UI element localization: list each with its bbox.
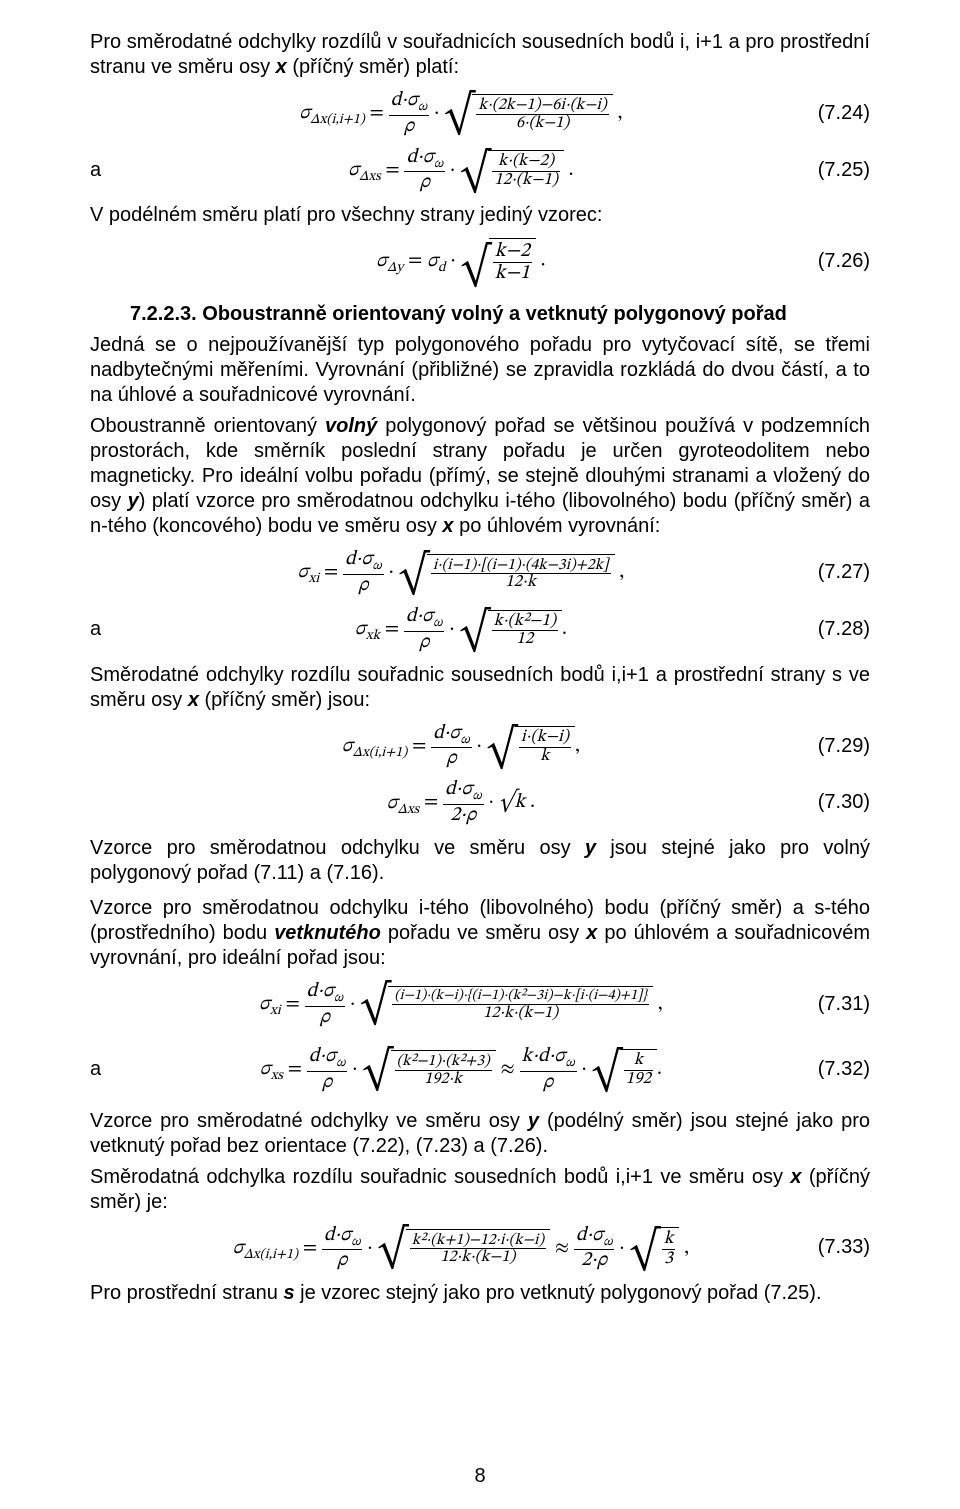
equation-7-26: σΔy = σd · √k−2k−1 . (7.26) xyxy=(90,238,870,284)
heading-7-2-2-3: 7.2.2.3. Oboustranně orientovaný volný a… xyxy=(130,302,870,327)
para-2: V podélném směru platí pro všechny stran… xyxy=(90,203,870,228)
text: (příčný směr) jsou: xyxy=(205,689,371,711)
para-3b: Oboustranně orientovaný volný polygonový… xyxy=(90,414,870,539)
equation-7-31: σxi = d·σωρ · √(i−1)·(k−i)·{(i−1)·(k²−3i… xyxy=(90,981,870,1028)
para-8: Směrodatná odchylka rozdílu souřadnic so… xyxy=(90,1165,870,1215)
para-1: Pro směrodatné odchylky rozdílů v souřad… xyxy=(90,30,870,80)
axis-x: x xyxy=(188,689,199,711)
text: je vzorec stejný jako pro vetknutý polyg… xyxy=(300,1282,821,1304)
text: po úhlovém vyrovnání: xyxy=(459,515,660,537)
equation-7-27: σxi = d·σωρ · √i·(i−1)·[(i−1)·(4k−3i)+2k… xyxy=(90,549,870,596)
equation-7-25: a σΔxs = d·σωρ · √k·(k−2)12·(k−1) . (7.2… xyxy=(90,147,870,194)
equation-7-30: σΔxs = d·σω2·ρ · √k . (7.30) xyxy=(90,779,870,826)
eq-number: (7.26) xyxy=(802,249,870,274)
axis-x: x xyxy=(442,515,453,537)
page-number: 8 xyxy=(0,1464,960,1489)
text: Pro směrodatné odchylky rozdílů v souřad… xyxy=(90,31,870,78)
text: Oboustranně orientovaný xyxy=(90,415,317,437)
axis-y: y xyxy=(585,837,596,859)
axis-y: y xyxy=(128,490,139,512)
para-7: Vzorce pro směrodatné odchylky ve směru … xyxy=(90,1109,870,1159)
axis-y: y xyxy=(528,1110,539,1132)
axis-x: x xyxy=(790,1166,801,1188)
eq-number: (7.31) xyxy=(802,992,870,1017)
equation-7-28: a σxk = d·σωρ · √k·(k²−1)12. (7.28) xyxy=(90,606,870,653)
equation-7-32: a σxs = d·σωρ · √(k²−1)·(k²+3)192·k ≈ k·… xyxy=(90,1046,870,1093)
eq-number: (7.29) xyxy=(802,734,870,759)
eq-number: (7.25) xyxy=(802,158,870,183)
text: Pro prostřední stranu xyxy=(90,1282,278,1304)
text: (příčný směr) platí: xyxy=(292,56,459,78)
equation-7-24: σΔx(i,i+1) = d·σωρ · √k·(2k−1)−6i·(k−i)6… xyxy=(90,90,870,137)
eq-number: (7.30) xyxy=(802,790,870,815)
equation-7-29: σΔx(i,i+1) = d·σωρ · √i·(k−i)k, (7.29) xyxy=(90,723,870,770)
eq-number: (7.27) xyxy=(802,560,870,585)
para-3a: Jedná se o nejpoužívanější typ polygonov… xyxy=(90,333,870,408)
text: Směrodatná odchylka rozdílu souřadnic so… xyxy=(90,1166,783,1188)
lead-a: a xyxy=(90,617,120,642)
equation-7-33: σΔx(i,i+1) = d·σωρ · √k²·(k+1)−12·i·(k−i… xyxy=(90,1225,870,1272)
text: Vzorce pro směrodatné odchylky ve směru … xyxy=(90,1110,520,1132)
eq-number: (7.24) xyxy=(802,101,870,126)
axis-x: x xyxy=(586,922,597,944)
lead-a: a xyxy=(90,158,120,183)
bold-vetknuteho: vetknutého xyxy=(274,922,381,944)
bold-volny: volný xyxy=(325,415,377,437)
para-9: Pro prostřední stranu s je vzorec stejný… xyxy=(90,1281,870,1306)
lead-a: a xyxy=(90,1057,120,1082)
text: Vzorce pro směrodatnou odchylku ve směru… xyxy=(90,837,571,859)
heading-text: Oboustranně orientovaný volný a vetknutý… xyxy=(202,303,787,325)
para-6: Vzorce pro směrodatnou odchylku i-tého (… xyxy=(90,896,870,971)
eq-number: (7.28) xyxy=(802,617,870,642)
eq-number: (7.32) xyxy=(802,1057,870,1082)
axis-x: x xyxy=(276,56,287,78)
para-4: Směrodatné odchylky rozdílu souřadnic so… xyxy=(90,663,870,713)
bold-s: s xyxy=(283,1282,294,1304)
text: pořadu ve směru osy xyxy=(388,922,579,944)
para-5: Vzorce pro směrodatnou odchylku ve směru… xyxy=(90,836,870,886)
eq-number: (7.33) xyxy=(802,1235,870,1260)
heading-num: 7.2.2.3. xyxy=(130,303,197,325)
